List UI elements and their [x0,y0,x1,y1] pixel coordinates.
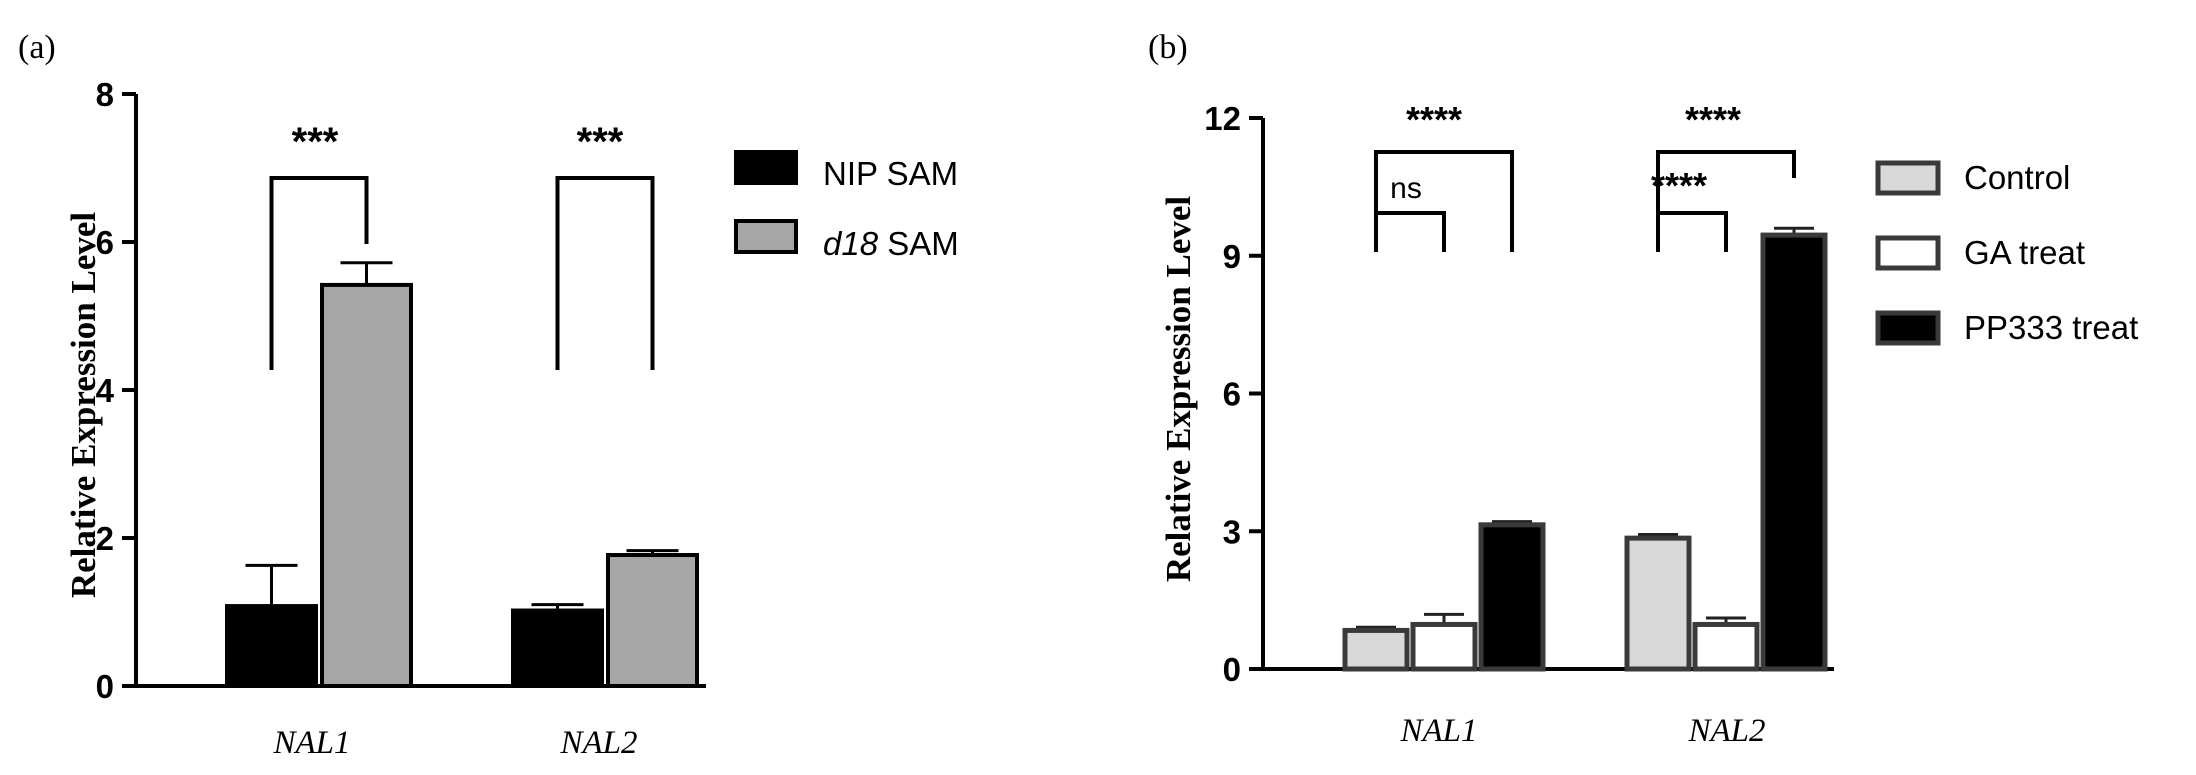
legend-label-d18-italic: d18 [823,225,879,262]
significance-label-nal1-pp333: **** [1406,99,1462,140]
significance-bracket-1 [555,176,655,370]
significance-label-nal2-pp333: **** [1685,99,1741,140]
y-axis-title-b: Relative Expression Level [1159,196,1198,583]
panel-b-label: (b) [1148,29,1188,66]
y-tick-label-0: 0 [1223,651,1241,688]
bar-nal1-s1 [1410,621,1478,672]
y-tick-label-6: 6 [1223,376,1241,413]
x-category-label-nal2-a: NAL2 [559,725,637,761]
significance-label-nal1-a: *** [292,120,339,164]
bar-nal1-s0 [225,604,318,689]
legend-label-pp333-treat: PP333 treat [1964,309,2138,346]
legend-label-control: Control [1964,159,2070,196]
legend-swatch-s0 [1875,160,1941,196]
x-category-label-nal2-b: NAL2 [1687,713,1765,749]
bar-nal2-s1 [1692,621,1760,672]
significance-label-nal2-ga: **** [1651,165,1707,206]
legend-swatch-s2 [1875,310,1941,346]
bar-nal2-s0 [1624,535,1692,672]
significance-bracket-3 [1656,211,1728,252]
y-tick-label-0: 0 [96,668,114,705]
y-tick-label-8: 8 [96,76,114,113]
y-axis-title-a: Relative Expression Level [64,212,103,599]
y-tick-label-4: 4 [96,372,115,409]
legend-label-ga-treat: GA treat [1964,234,2085,271]
legend-label-nip-sam: NIP SAM [823,155,958,192]
bar-nal1-s1 [320,282,413,688]
legend-swatch-s1 [734,219,798,254]
bar-nal2-s0 [511,608,604,689]
significance-bracket-0 [269,176,369,370]
y-tick-label-6: 6 [96,224,114,261]
y-tick-label-2: 2 [96,520,114,557]
bar-nal2-s1 [606,553,699,689]
x-category-label-nal1-b: NAL1 [1399,713,1477,749]
legend-label-d18-rest: SAM [878,225,959,262]
significance-label-nal1-ga: ns [1390,172,1422,205]
significance-bracket-2 [1656,150,1796,252]
x-category-label-nal1-a: NAL1 [272,725,350,761]
legend-swatch-s0 [734,150,798,185]
significance-bracket-0 [1374,150,1514,252]
significance-label-nal2-a: *** [577,120,624,164]
bar-nal1-s2 [1478,522,1546,672]
significance-bracket-1 [1374,211,1446,252]
y-tick-label-9: 9 [1223,238,1241,275]
panel-a-label: (a) [18,29,56,66]
bar-nal1-s0 [1342,627,1410,672]
bar-nal2-s2 [1760,232,1828,672]
legend-label-d18-sam: d18 SAM [823,225,959,262]
y-tick-label-3: 3 [1223,513,1241,550]
y-tick-label-12: 12 [1204,100,1241,137]
legend-swatch-s1 [1875,235,1941,271]
